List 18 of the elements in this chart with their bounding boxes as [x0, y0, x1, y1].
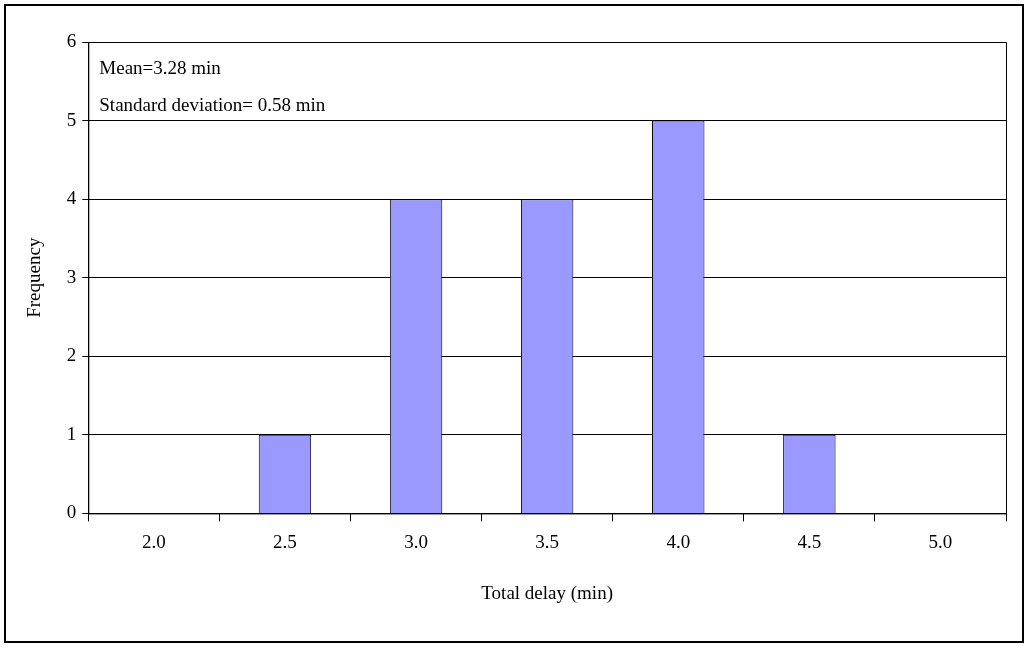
x-tick-label: 3.0 [404, 530, 428, 552]
y-tick-label: 3 [66, 265, 77, 287]
x-tick-label: 2.5 [273, 530, 297, 552]
y-tick-label: 6 [66, 29, 77, 51]
x-tick-label: 3.5 [535, 530, 560, 552]
x-tick-label: 2.0 [141, 530, 166, 552]
y-tick-label: 1 [66, 422, 77, 444]
x-tick-label: 4.5 [797, 530, 822, 552]
x-tick-label: 5.0 [928, 530, 953, 552]
annotation: Standard deviation= 0.58 min [99, 93, 326, 115]
y-tick-label: 4 [66, 187, 77, 209]
x-axis-title: Total delay (min) [481, 581, 613, 604]
y-tick-label: 2 [66, 344, 77, 366]
y-tick-label: 0 [66, 501, 77, 523]
y-tick-label: 5 [66, 108, 77, 130]
y-axis-title: Frequency [23, 237, 45, 318]
x-tick-label: 4.0 [666, 530, 691, 552]
annotation: Mean=3.28 min [99, 56, 222, 78]
